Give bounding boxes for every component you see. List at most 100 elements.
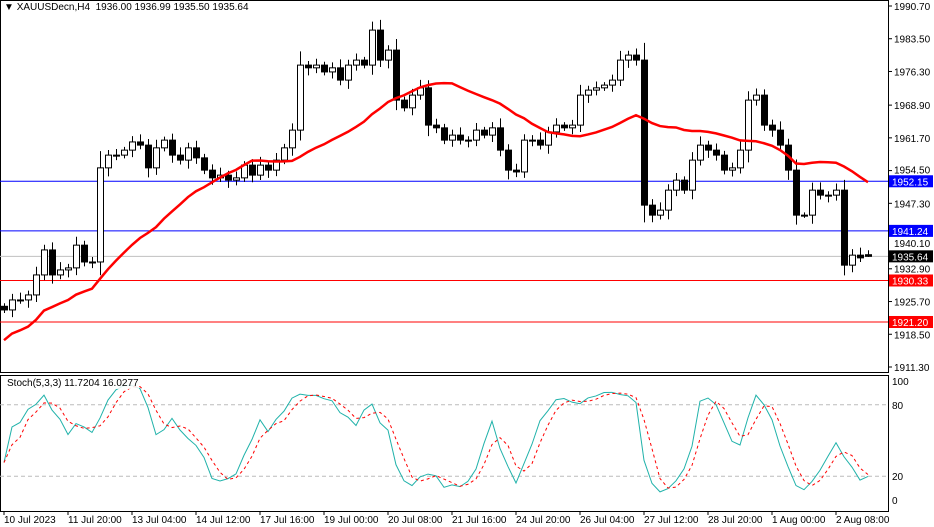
collapse-triangle-icon[interactable]: ▼ [4,2,14,13]
time-label: 20 Jul 08:00 [388,515,443,526]
candle-body [721,154,728,171]
candle-body [353,59,360,66]
ohlc-readout: 1936.00 1936.99 1935.50 1935.64 [95,2,249,13]
bid-label: 1935.64 [892,252,929,263]
candle-body [273,159,280,171]
symbol-label: XAUUSDecn,H4 [16,2,91,13]
candle-body [705,144,712,151]
moving-average-line [3,81,869,342]
candle-body [449,134,456,141]
bid-badge [889,250,933,263]
candle-body [409,94,416,109]
candle-body [305,64,312,69]
time-label: 1 Aug 00:00 [772,515,826,526]
candle-body [697,144,704,161]
price-level-badge [889,315,933,328]
candle-body [89,261,96,264]
candle-body [729,167,736,171]
candle-body [633,54,640,61]
candle-body [129,141,136,151]
candle-body [137,141,144,146]
time-label: 28 Jul 20:00 [708,515,763,526]
price-tick-label: 1983.50 [894,35,931,46]
price-tick-label: 1968.90 [894,101,931,112]
candle-body [73,244,80,269]
time-label: 24 Jul 20:00 [516,515,571,526]
candle-body [329,67,336,73]
price-level-label: 1952.15 [892,177,929,188]
candle-body [401,99,408,109]
candle-body [17,299,24,302]
price-tick-label: 1947.30 [894,199,931,210]
stoch-level-label: 100 [892,377,909,388]
stoch-level-label: 20 [892,472,904,483]
candle-body [801,214,808,217]
candle-body [369,29,376,66]
stoch-main-line [3,385,869,493]
stoch-level-label: 0 [892,496,898,507]
stoch-label: Stoch(5,3,3) 11.7204 16.0277 [7,378,139,389]
price-tick-label: 1918.50 [894,330,931,341]
candle-body [601,84,608,89]
time-label: 11 Jul 20:00 [68,515,122,526]
candle-body [441,127,448,141]
candle-body [393,49,400,101]
price-tick-label: 1961.70 [894,134,931,145]
candle-body [473,129,480,141]
candle-body [65,267,72,271]
candle-body [361,59,368,66]
candle-body [529,139,536,142]
candle-body [249,164,256,176]
candle-body [153,147,160,169]
candle-body [321,64,328,73]
price-tick-label: 1932.90 [894,264,931,275]
candle-body [313,64,320,69]
candle-body [185,147,192,161]
candle-body [489,127,496,136]
price-tick-label: 1976.30 [894,67,931,78]
candle-body [793,169,800,216]
main-frame [0,0,889,373]
candle-body [553,124,560,133]
candle-body [209,169,216,179]
candle-body [265,164,272,171]
candle-body [585,89,592,96]
candle-body [465,139,472,142]
candle-body [497,127,504,151]
stoch-signal-line [3,386,869,489]
candle-body [817,189,824,196]
candle-body [665,189,672,211]
candle-body [505,149,512,171]
price-level-badge [889,175,933,188]
candle-body [545,131,552,146]
candle-body [161,139,168,149]
candle-body [849,254,856,266]
candle-body [225,174,232,181]
candle-body [97,167,104,263]
candle-body [617,59,624,81]
candle-body [609,79,616,86]
candle-body [57,269,64,276]
price-tick-label: 1940.10 [894,239,931,250]
candle-body [337,67,344,81]
candle-body [865,254,872,257]
time-label: 17 Jul 16:00 [260,515,315,526]
candle-body [425,87,432,126]
candle-body [25,294,32,301]
candle-body [193,147,200,159]
candle-body [809,189,816,216]
price-level-badge [889,224,933,237]
price-level-badge [889,274,933,287]
candle-body [713,149,720,156]
candle-body [777,129,784,146]
candle-body [41,249,48,276]
price-level-label: 1921.20 [892,318,929,329]
candle-body [769,124,776,131]
candle-body [377,29,384,61]
candle-body [9,299,16,311]
candle-body [289,129,296,149]
price-tick-label: 1911.30 [894,363,930,374]
candle-body [81,244,88,263]
candle-body [201,157,208,171]
